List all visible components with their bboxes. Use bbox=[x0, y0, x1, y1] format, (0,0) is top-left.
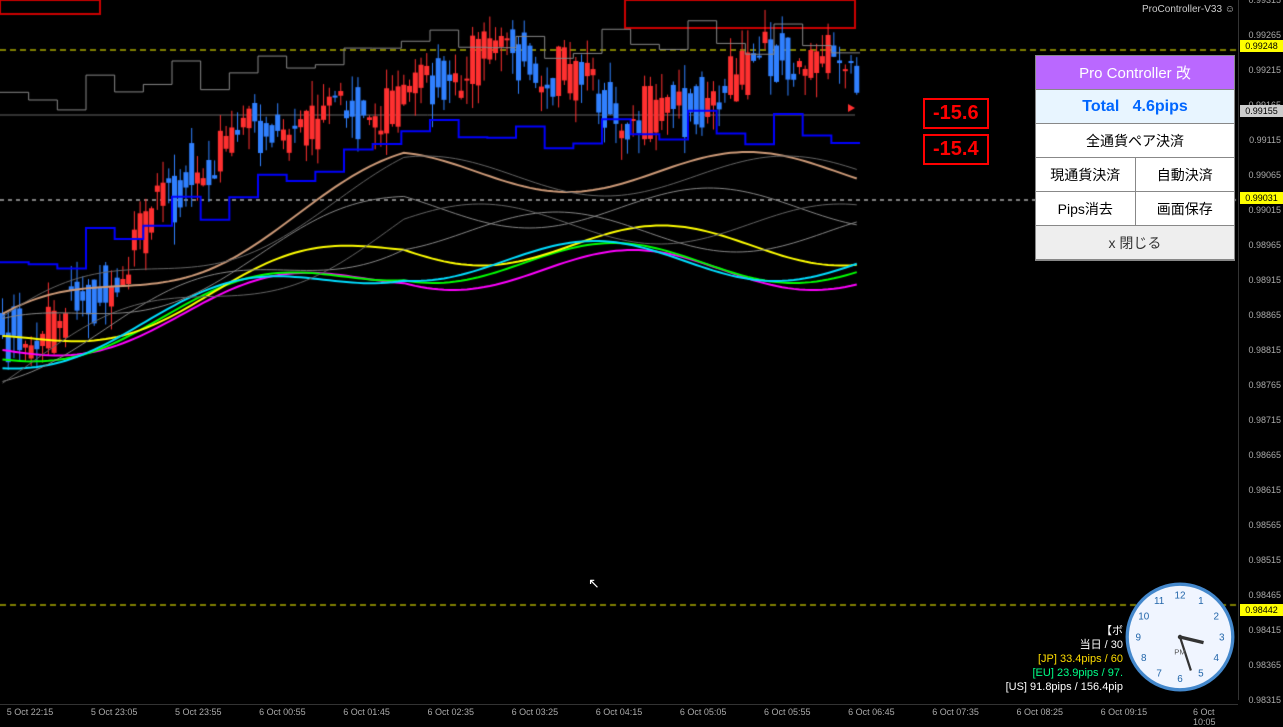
clear-pips-button[interactable]: Pips消去 bbox=[1036, 192, 1136, 226]
price-axis: 0.983150.983650.984150.984650.985150.985… bbox=[1238, 0, 1283, 700]
price-marker: 0.99031 bbox=[1240, 192, 1283, 204]
svg-text:9: 9 bbox=[1135, 632, 1141, 643]
svg-text:2: 2 bbox=[1213, 611, 1219, 622]
total-label: Total bbox=[1082, 98, 1119, 116]
time-tick: 6 Oct 05:55 bbox=[764, 707, 811, 717]
analog-clock: 123456789101112PM bbox=[1125, 582, 1235, 692]
stat-eu: [EU] 23.9pips / 97. bbox=[1006, 666, 1123, 680]
svg-text:12: 12 bbox=[1174, 591, 1185, 602]
price-tick: 0.99115 bbox=[1249, 135, 1281, 145]
price-tick: 0.98515 bbox=[1248, 555, 1281, 565]
time-tick: 6 Oct 00:55 bbox=[259, 707, 306, 717]
svg-text:PM: PM bbox=[1174, 648, 1186, 657]
time-tick: 6 Oct 01:45 bbox=[343, 707, 390, 717]
time-tick: 6 Oct 06:45 bbox=[848, 707, 895, 717]
screenshot-button[interactable]: 画面保存 bbox=[1136, 192, 1235, 226]
time-tick: 6 Oct 08:25 bbox=[1016, 707, 1063, 717]
close-current-button[interactable]: 現通貨決済 bbox=[1036, 158, 1136, 192]
time-tick: 6 Oct 10:05 bbox=[1193, 707, 1223, 727]
price-tick: 0.98765 bbox=[1248, 380, 1281, 390]
total-value: 4.6pips bbox=[1133, 98, 1188, 116]
time-tick: 5 Oct 22:15 bbox=[7, 707, 54, 717]
time-tick: 6 Oct 03:25 bbox=[512, 707, 559, 717]
controller-panel: Pro Controller 改 Total 4.6pips 全通貨ペア決済 現… bbox=[1035, 55, 1235, 261]
price-tick: 0.98915 bbox=[1248, 275, 1281, 285]
time-tick: 6 Oct 09:15 bbox=[1101, 707, 1148, 717]
price-tick: 0.98815 bbox=[1248, 345, 1281, 355]
time-axis: 5 Oct 22:15 5 Oct 23:05 5 Oct 23:55 6 Oct 0… bbox=[0, 704, 1238, 722]
svg-text:5: 5 bbox=[1198, 668, 1204, 679]
time-tick: 6 Oct 05:05 bbox=[680, 707, 727, 717]
price-tick: 0.99265 bbox=[1248, 30, 1281, 40]
close-panel-button[interactable]: x 閉じる bbox=[1036, 226, 1234, 260]
price-tick: 0.98465 bbox=[1248, 590, 1281, 600]
svg-text:3: 3 bbox=[1219, 632, 1225, 643]
price-marker: 0.99155 bbox=[1240, 105, 1283, 117]
svg-text:10: 10 bbox=[1138, 611, 1150, 622]
svg-text:4: 4 bbox=[1213, 653, 1219, 664]
price-marker: 0.98442 bbox=[1240, 604, 1283, 616]
price-tick: 0.98615 bbox=[1248, 485, 1281, 495]
trade-pips-label: -15.6 bbox=[923, 98, 989, 129]
time-tick: 6 Oct 07:35 bbox=[932, 707, 979, 717]
price-tick: 0.98565 bbox=[1248, 520, 1281, 530]
price-marker: 0.99248 bbox=[1240, 40, 1283, 52]
trade-pips-label: -15.4 bbox=[923, 134, 989, 165]
price-tick: 0.98665 bbox=[1248, 450, 1281, 460]
svg-text:7: 7 bbox=[1156, 668, 1162, 679]
svg-text:1: 1 bbox=[1198, 596, 1204, 607]
indicator-name-label: ProController-V33 ☺ bbox=[1142, 4, 1235, 15]
price-tick: 0.99315 bbox=[1248, 0, 1281, 5]
price-tick: 0.98315 bbox=[1248, 695, 1281, 705]
svg-text:11: 11 bbox=[1154, 596, 1165, 607]
price-tick: 0.98365 bbox=[1248, 660, 1281, 670]
pips-statistics: 【ボ 当日 / 30 [JP] 33.4pips / 60 [EU] 23.9p… bbox=[1006, 624, 1123, 694]
svg-text:8: 8 bbox=[1141, 653, 1147, 664]
time-tick: 5 Oct 23:55 bbox=[175, 707, 222, 717]
price-tick: 0.98415 bbox=[1248, 625, 1281, 635]
stat-line: 【ボ bbox=[1006, 624, 1123, 638]
stat-line: 当日 / 30 bbox=[1006, 638, 1123, 652]
time-tick: 5 Oct 23:05 bbox=[91, 707, 138, 717]
panel-title: Pro Controller 改 bbox=[1036, 56, 1234, 90]
price-tick: 0.98965 bbox=[1248, 240, 1281, 250]
price-tick: 0.98715 bbox=[1248, 415, 1281, 425]
price-tick: 0.99215 bbox=[1248, 65, 1281, 75]
auto-close-button[interactable]: 自動決済 bbox=[1136, 158, 1235, 192]
price-tick: 0.98865 bbox=[1248, 310, 1281, 320]
panel-total: Total 4.6pips bbox=[1036, 90, 1234, 124]
stat-jp: [JP] 33.4pips / 60 bbox=[1006, 652, 1123, 666]
time-tick: 6 Oct 02:35 bbox=[427, 707, 474, 717]
svg-text:6: 6 bbox=[1177, 674, 1183, 685]
price-tick: 0.99015 bbox=[1248, 205, 1281, 215]
time-tick: 6 Oct 04:15 bbox=[596, 707, 643, 717]
close-all-pairs-button[interactable]: 全通貨ペア決済 bbox=[1036, 124, 1234, 158]
price-tick: 0.99065 bbox=[1248, 170, 1281, 180]
stat-us: [US] 91.8pips / 156.4pip bbox=[1006, 680, 1123, 694]
